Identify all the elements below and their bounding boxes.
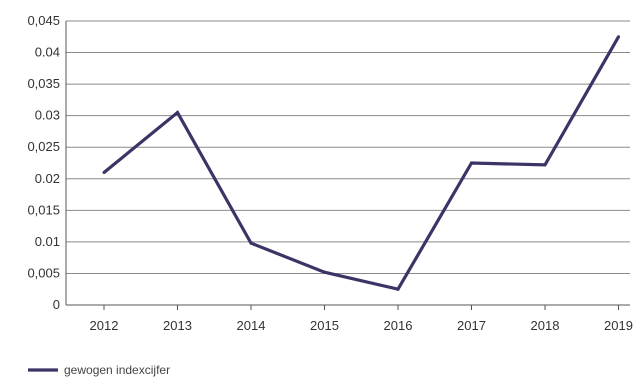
- series-line: [102, 35, 620, 292]
- x-tick-label: 2013: [163, 318, 192, 333]
- y-tick-label: 0.01: [35, 234, 60, 249]
- series-group: [102, 35, 620, 292]
- data-point: [396, 287, 400, 291]
- data-point: [249, 241, 253, 245]
- y-tick-label: 0: [53, 297, 60, 312]
- x-tick-label: 2014: [237, 318, 266, 333]
- x-axis-ticks: 2012 2013 2014 2015 2016 2017 2018 2019: [90, 305, 633, 333]
- data-point: [470, 161, 473, 165]
- gridlines: [65, 20, 630, 306]
- x-tick-label: 2018: [531, 318, 560, 333]
- x-tick-label: 2019: [604, 318, 633, 333]
- y-tick-label: 0.03: [35, 108, 60, 123]
- y-tick-label: 0,015: [27, 202, 60, 217]
- y-tick-label: 0,005: [27, 265, 60, 280]
- legend: gewogen indexcijfer: [28, 363, 170, 377]
- data-point: [617, 35, 620, 39]
- y-tick-label: 0,045: [27, 13, 60, 28]
- x-tick-label: 2017: [457, 318, 486, 333]
- data-point: [543, 163, 547, 167]
- x-tick-label: 2012: [90, 318, 119, 333]
- data-point: [323, 270, 326, 274]
- x-tick-label: 2016: [384, 318, 413, 333]
- y-tick-label: 0,025: [27, 139, 60, 154]
- data-point: [176, 111, 179, 115]
- y-tick-label: 0.04: [35, 45, 60, 60]
- y-tick-label: 0.02: [35, 171, 60, 186]
- legend-label: gewogen indexcijfer: [64, 363, 170, 377]
- x-tick-label: 2015: [310, 318, 339, 333]
- y-tick-label: 0,035: [27, 76, 60, 91]
- y-axis-ticks: 0 0,005 0.01 0,015 0.02 0,025 0.03 0,035 0.04 0,0…: [27, 13, 60, 312]
- data-point: [102, 170, 106, 174]
